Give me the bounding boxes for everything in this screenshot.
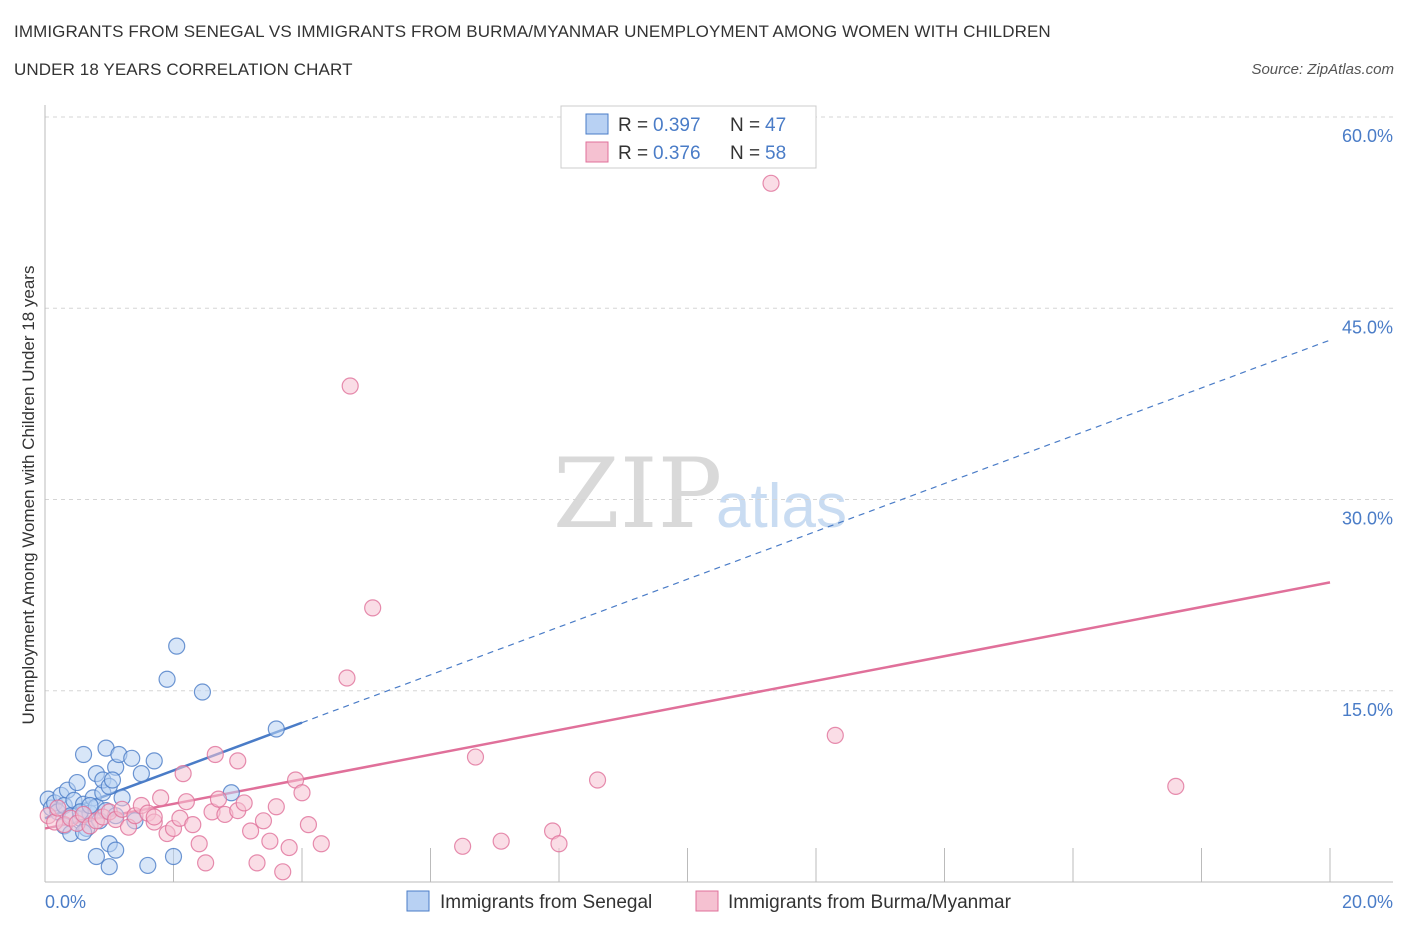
burma-point — [1167, 777, 1185, 795]
burma-point — [550, 835, 568, 853]
legend-n-value-1: 47 — [765, 115, 786, 136]
bottom-legend: Immigrants from Senegal Immigrants from … — [406, 890, 1012, 913]
burma-point — [492, 832, 510, 850]
y-tick-label: 30.0% — [1342, 509, 1393, 529]
burma-point — [145, 808, 163, 826]
legend-n-value-2: 58 — [765, 143, 786, 164]
bottom-legend-label-senegal: Immigrants from Senegal — [440, 892, 652, 913]
bottom-legend-swatch-senegal — [406, 890, 430, 912]
senegal-point — [145, 752, 163, 770]
burma-point — [341, 377, 359, 395]
burma-point — [235, 794, 253, 812]
senegal-point — [168, 637, 186, 655]
watermark-atlas: atlas — [716, 472, 847, 541]
burma-point — [364, 599, 382, 617]
burma-point — [184, 816, 202, 834]
burma-point — [174, 765, 192, 783]
legend-r-label-2: R = — [618, 143, 648, 164]
burma-point — [274, 863, 292, 881]
burma-point — [762, 174, 780, 192]
senegal-point — [100, 858, 118, 876]
burma-point — [312, 835, 330, 853]
burma-point — [454, 837, 472, 855]
senegal-point — [68, 773, 86, 792]
burma-point — [49, 799, 67, 817]
senegal-point — [123, 749, 141, 767]
y-axis-label: Unemployment Among Women with Children U… — [19, 266, 38, 725]
senegal-point — [132, 765, 150, 783]
y-tick-label: 45.0% — [1342, 317, 1393, 337]
legend-box: R = 0.397 N = 47 R = 0.376 N = 58 — [560, 105, 817, 169]
burma-point — [466, 748, 485, 766]
burma-point — [190, 835, 208, 853]
legend-swatch-senegal — [585, 113, 609, 135]
burma-point — [206, 745, 224, 764]
senegal-point — [107, 841, 125, 859]
burma-point — [338, 669, 356, 687]
senegal-point — [74, 745, 93, 764]
senegal-point — [267, 720, 285, 738]
senegal-point — [158, 670, 176, 688]
burma-point — [826, 726, 844, 744]
senegal-point — [193, 683, 212, 701]
data-points — [39, 174, 1185, 881]
burma-point — [229, 752, 247, 770]
senegal-point — [164, 847, 183, 866]
burma-point — [293, 784, 311, 802]
legend-n-label-1: N = — [730, 115, 760, 136]
y-tick-label: 60.0% — [1342, 126, 1393, 146]
chart-title-line2: UNDER 18 YEARS CORRELATION CHART — [14, 60, 353, 79]
burma-point — [299, 816, 318, 834]
burma-point — [248, 854, 266, 872]
burma-point — [261, 832, 279, 850]
tick-labels: 15.0% 30.0% 45.0% 60.0% 0.0% 20.0% — [45, 126, 1393, 912]
burma-point — [588, 771, 607, 789]
chart-title-line1: IMMIGRANTS FROM SENEGAL VS IMMIGRANTS FR… — [14, 22, 1051, 41]
x-tick-label-max: 20.0% — [1342, 892, 1393, 912]
senegal-point — [139, 856, 157, 875]
source-label: Source: ZipAtlas.com — [1251, 61, 1394, 78]
senegal-point — [87, 847, 106, 866]
legend-n-label-2: N = — [730, 143, 760, 164]
watermark-zip: ZIP — [553, 438, 722, 550]
burma-trend-line — [44, 581, 1331, 830]
y-tick-label: 15.0% — [1342, 700, 1393, 720]
burma-point — [280, 838, 298, 857]
legend-r-value-1: 0.397 — [653, 115, 701, 136]
senegal-trend-extension — [301, 339, 1331, 724]
bottom-legend-label-burma: Immigrants from Burma/Myanmar — [728, 892, 1012, 913]
senegal-point — [103, 771, 122, 789]
x-tick-label-min: 0.0% — [45, 892, 86, 912]
legend-r-label-1: R = — [618, 115, 648, 136]
legend-r-value-2: 0.376 — [653, 143, 701, 164]
burma-point — [197, 854, 215, 872]
burma-point — [177, 793, 195, 811]
grid-lines — [45, 116, 1393, 692]
burma-point — [267, 798, 285, 816]
burma-point — [254, 812, 273, 830]
burma-point — [242, 822, 260, 840]
legend-swatch-burma — [585, 141, 609, 163]
burma-point — [209, 790, 228, 808]
bottom-legend-swatch-burma — [695, 890, 719, 912]
burma-point — [152, 789, 170, 807]
